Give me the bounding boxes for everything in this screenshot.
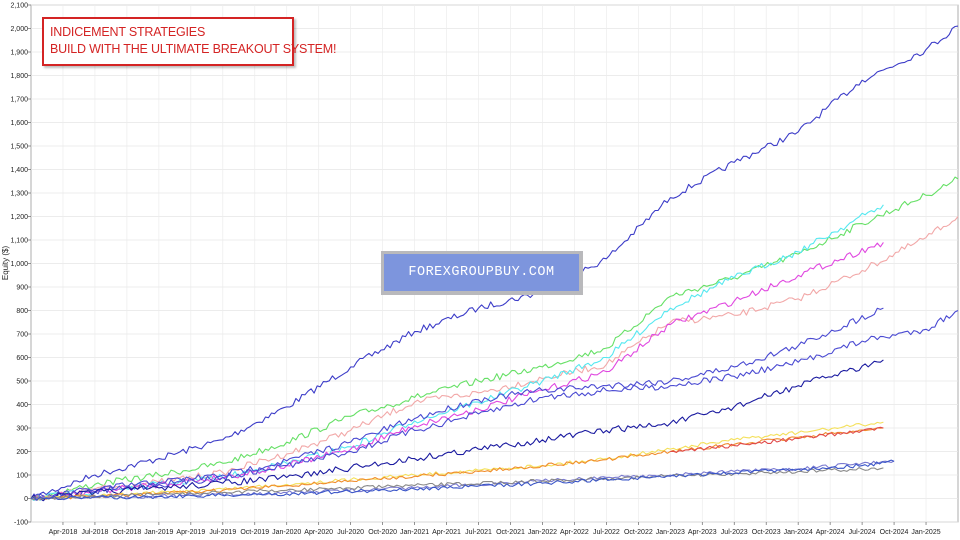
x-tick-label: Apr-2021 <box>432 529 461 536</box>
y-tick-label: -100 <box>14 520 28 527</box>
x-tick-label: Jul-2023 <box>721 529 748 536</box>
y-tick-label: 400 <box>16 402 28 409</box>
y-tick-label: 2,100 <box>10 3 28 10</box>
y-tick-label: 1,800 <box>10 73 28 80</box>
x-tick-label: Oct-2019 <box>240 529 269 536</box>
x-tick-label: Oct-2021 <box>496 529 525 536</box>
series-line-3 <box>30 216 959 502</box>
x-tick-label: Apr-2018 <box>49 529 78 536</box>
y-tick-label: 1,500 <box>10 144 28 151</box>
series-line-11 <box>670 426 884 453</box>
x-tick-label: Oct-2022 <box>624 529 653 536</box>
y-tick-label: 1,100 <box>10 238 28 245</box>
y-tick-label: 1,300 <box>10 191 28 198</box>
x-tick-label: Jul-2022 <box>593 529 620 536</box>
x-tick-label: Jan-2020 <box>272 529 301 536</box>
watermark-banner: FOREXGROUPBUY.COM <box>384 254 579 291</box>
x-tick-label: Oct-2020 <box>368 529 397 536</box>
series-line-8 <box>30 359 884 502</box>
y-tick-label: 1,400 <box>10 167 28 174</box>
series-line-1 <box>30 25 959 500</box>
y-tick-label: 0 <box>24 496 28 503</box>
x-tick-label: Jul-2020 <box>337 529 364 536</box>
x-tick-label: Jan-2025 <box>911 529 940 536</box>
x-tick-label: Jan-2022 <box>528 529 557 536</box>
x-tick-label: Apr-2024 <box>816 529 845 536</box>
x-axis-ticks: Apr-2018 Jul-2018 Oct-2018 Jan-2019 Apr-2019… <box>49 522 941 536</box>
y-tick-label: 100 <box>16 473 28 480</box>
y-axis-ticks: -100 0 100 200 300 400 500 600 700 800 900 1,000 1,1… <box>10 3 31 527</box>
y-tick-label: 700 <box>16 332 28 339</box>
y-tick-label: 2,000 <box>10 26 28 33</box>
y-tick-label: 900 <box>16 285 28 292</box>
y-tick-label: 300 <box>16 426 28 433</box>
y-tick-label: 1,900 <box>10 50 28 57</box>
y-tick-label: 800 <box>16 308 28 315</box>
title-line-1: INDICEMENT STRATEGIES <box>50 25 206 39</box>
x-tick-label: Jul-2024 <box>849 529 876 536</box>
x-tick-label: Apr-2023 <box>688 529 717 536</box>
x-tick-label: Jan-2024 <box>784 529 813 536</box>
y-tick-label: 600 <box>16 355 28 362</box>
x-tick-label: Jul-2021 <box>465 529 492 536</box>
x-tick-label: Jul-2018 <box>82 529 109 536</box>
x-tick-label: Apr-2022 <box>560 529 589 536</box>
strategy-title-box: INDICEMENT STRATEGIES BUILD WITH THE ULT… <box>42 17 337 66</box>
x-tick-label: Apr-2020 <box>304 529 333 536</box>
y-tick-label: 1,600 <box>10 120 28 127</box>
y-tick-label: 1,000 <box>10 261 28 268</box>
series-line-9 <box>30 421 884 501</box>
x-tick-label: Jan-2019 <box>144 529 173 536</box>
y-axis-label: Equity ($) <box>1 246 10 281</box>
x-tick-label: Oct-2024 <box>880 529 909 536</box>
series-line-7 <box>30 310 959 501</box>
title-line-2: BUILD WITH THE ULTIMATE BREAKOUT SYSTEM! <box>50 42 337 56</box>
series-line-6 <box>30 307 884 499</box>
y-tick-label: 200 <box>16 449 28 456</box>
series-lines <box>30 25 959 502</box>
x-tick-label: Oct-2023 <box>752 529 781 536</box>
y-tick-label: 1,700 <box>10 97 28 104</box>
x-tick-label: Jan-2023 <box>656 529 685 536</box>
x-tick-label: Jul-2019 <box>209 529 236 536</box>
x-tick-label: Jan-2021 <box>400 529 429 536</box>
x-tick-label: Oct-2018 <box>112 529 141 536</box>
series-line-2 <box>30 176 959 501</box>
y-tick-label: 500 <box>16 379 28 386</box>
series-line-14 <box>30 459 895 501</box>
x-tick-label: Apr-2019 <box>176 529 205 536</box>
y-tick-label: 1,200 <box>10 214 28 221</box>
